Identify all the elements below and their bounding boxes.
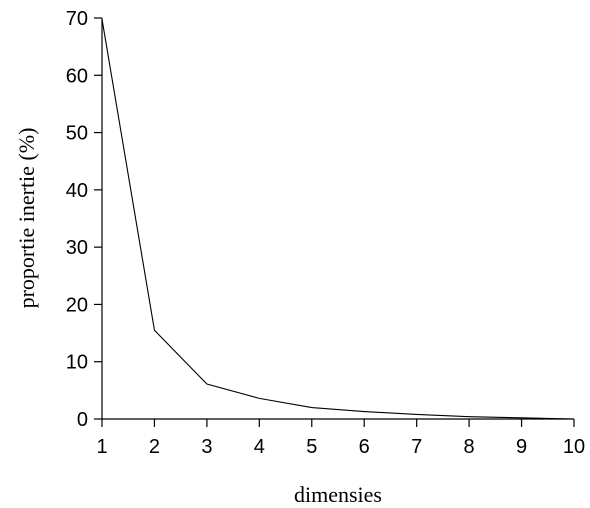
y-tick-label: 50 xyxy=(66,123,88,145)
x-axis-title: dimensies xyxy=(294,482,382,507)
data-series xyxy=(101,19,575,420)
series-line xyxy=(101,19,575,420)
x-tick-label: 2 xyxy=(149,436,160,458)
y-axis-ticks: 0 10 20 30 40 50 60 70 xyxy=(66,8,102,431)
x-tick-label: 9 xyxy=(516,436,527,458)
x-tick-label: 10 xyxy=(563,436,585,458)
x-tick-label: 1 xyxy=(96,436,107,458)
y-tick-label: 0 xyxy=(77,409,88,431)
y-tick-label: 70 xyxy=(66,8,88,30)
y-axis-title: proportie inertie (%) xyxy=(14,128,39,309)
y-tick-label: 10 xyxy=(66,352,88,374)
axes xyxy=(101,18,574,420)
x-tick-label: 8 xyxy=(464,436,475,458)
y-tick-label: 40 xyxy=(66,180,88,202)
y-tick-label: 20 xyxy=(66,294,88,316)
x-tick-label: 5 xyxy=(306,436,317,458)
y-tick-label: 60 xyxy=(66,65,88,87)
x-tick-label: 3 xyxy=(201,436,212,458)
x-tick-label: 7 xyxy=(411,436,422,458)
x-axis-ticks: 1 2 3 4 5 6 7 8 9 10 xyxy=(96,419,585,458)
x-tick-label: 6 xyxy=(359,436,370,458)
x-tick-label: 4 xyxy=(254,436,265,458)
y-tick-label: 30 xyxy=(66,237,88,259)
